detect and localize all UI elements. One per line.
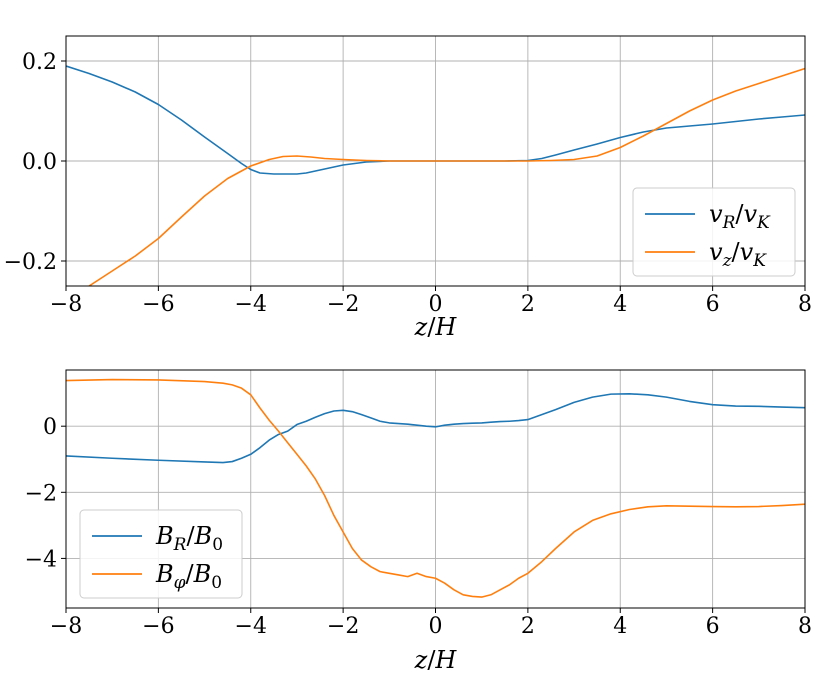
x-tick-label-1-6: 4 — [613, 614, 627, 639]
x-tick-label-1-5: 2 — [521, 614, 535, 639]
y-tick-label-1-1: −2 — [25, 481, 57, 506]
x-tick-label-1-3: −2 — [327, 614, 359, 639]
x-tick-label-1-4: 0 — [429, 614, 443, 639]
x-axis-label-0: z/H — [414, 313, 458, 341]
x-tick-label-0-7: 6 — [706, 292, 720, 317]
x-tick-label-1-0: −8 — [50, 614, 82, 639]
x-tick-label-0-5: 2 — [521, 292, 535, 317]
series-line-1-0 — [66, 392, 805, 464]
legend-label-0-0: vR​/vK​ — [709, 200, 771, 233]
x-tick-label-1-1: −6 — [142, 614, 174, 639]
y-tick-label-0-1: 0.0 — [22, 150, 57, 175]
legend-label-1-0: BR​/B0​ — [155, 522, 223, 555]
x-tick-label-0-3: −2 — [327, 292, 359, 317]
x-tick-label-0-0: −8 — [50, 292, 82, 317]
x-tick-label-0-4: 0 — [429, 292, 443, 317]
series-line-1-1 — [66, 378, 805, 598]
x-axis-label-1: z/H — [414, 646, 458, 674]
y-tick-label-0-0: −0.2 — [4, 250, 57, 275]
x-tick-label-0-1: −6 — [142, 292, 174, 317]
x-tick-label-1-7: 6 — [706, 614, 720, 639]
legend-box-0 — [632, 187, 796, 277]
x-tick-label-0-2: −4 — [235, 292, 267, 317]
legend-label-1-1: Bφ​/B0​ — [155, 560, 222, 593]
x-tick-label-0-8: 8 — [798, 292, 812, 317]
x-tick-label-0-6: 4 — [613, 292, 627, 317]
series-line-0-1 — [88, 67, 805, 286]
x-tick-label-1-8: 8 — [798, 614, 812, 639]
x-tick-label-1-2: −4 — [235, 614, 267, 639]
legend-label-0-1: vz​/vK​ — [709, 238, 767, 271]
y-tick-label-1-2: 0 — [43, 415, 57, 440]
legend-box-1 — [79, 509, 243, 599]
y-tick-label-1-0: −4 — [25, 547, 57, 572]
y-tick-label-0-2: 0.2 — [22, 50, 57, 75]
